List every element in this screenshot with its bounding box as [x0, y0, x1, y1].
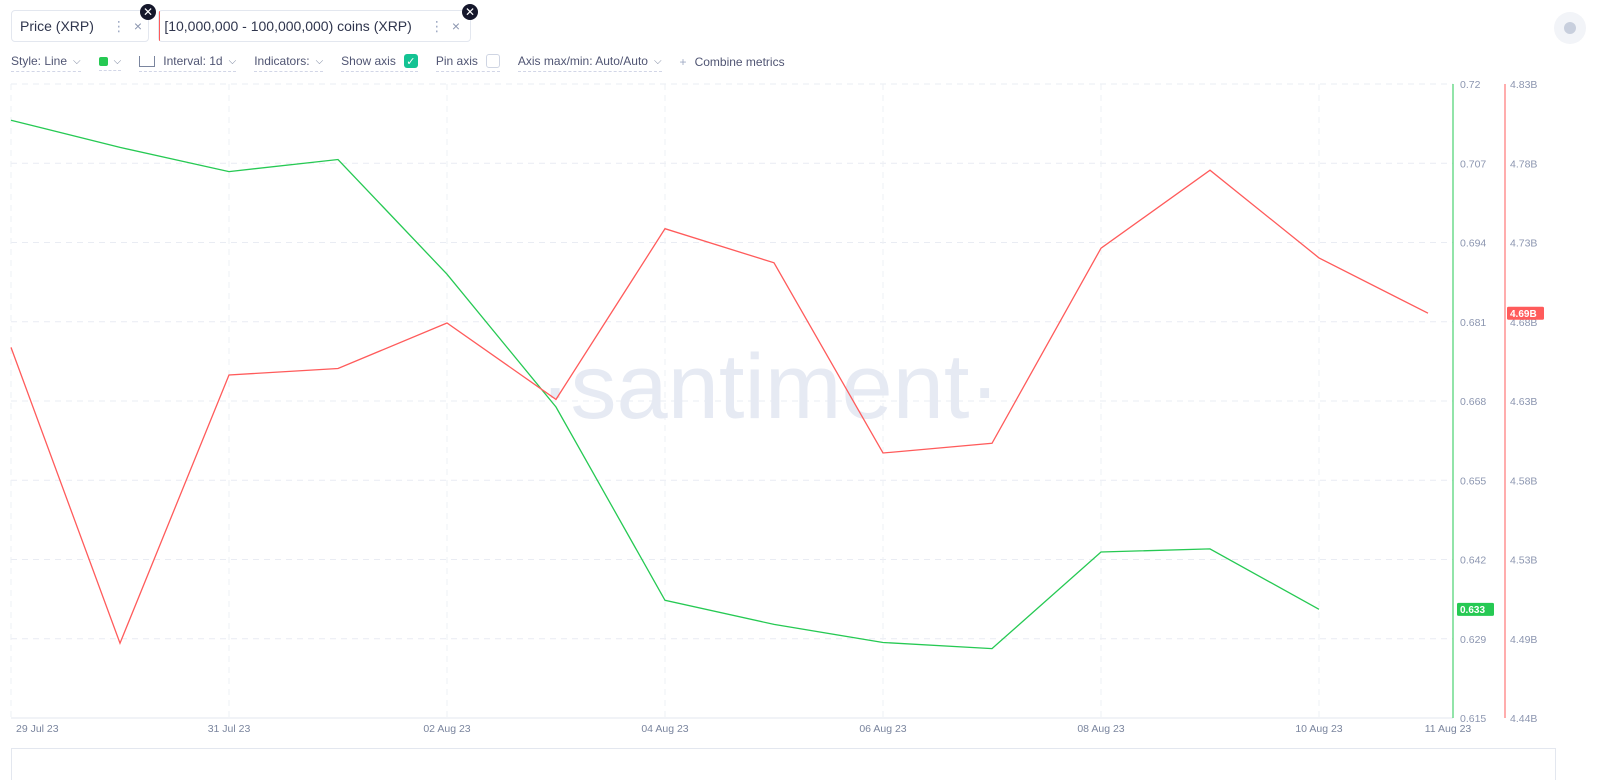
price-axis-tick-label: 0.681 — [1460, 317, 1486, 329]
chevron-down-icon: ⌵ — [113, 55, 122, 67]
price-axis-tick-label: 0.694 — [1460, 238, 1486, 250]
price-axis-tick-label: 0.655 — [1460, 475, 1486, 487]
price-axis-tick-label: 0.642 — [1460, 555, 1486, 567]
pin-axis-label: Pin axis — [435, 54, 478, 68]
indicators-label: Indicators: — [254, 54, 310, 68]
price-axis-tick-label: 0.707 — [1460, 158, 1486, 170]
holders-series-line — [10, 169, 1429, 645]
x-axis-tick-label: 08 Aug 23 — [1077, 723, 1124, 735]
combine-metrics-label: Combine metrics — [694, 54, 785, 69]
last-value-label: 0.633 — [1460, 605, 1485, 616]
color-picker[interactable]: ⌵ — [98, 55, 122, 71]
price-series-line — [10, 119, 1320, 650]
watermark-text: ·santiment· — [540, 336, 1000, 438]
holders-axis-tick-label: 4.63B — [1510, 396, 1537, 408]
x-axis-tick-label: 06 Aug 23 — [859, 723, 906, 735]
plus-icon: + — [679, 54, 687, 69]
price-axis-tick-label: 0.72 — [1460, 79, 1481, 91]
metric-tab-holders[interactable]: [10,000,000 - 100,000,000) coins (XRP) ⋮… — [158, 4, 478, 42]
chevron-down-icon: ⌵ — [315, 55, 324, 67]
metric-tab-price[interactable]: Price (XRP) ⋮ × ✕ — [11, 4, 156, 42]
price-holders-line-chart[interactable]: ·santiment· 0.72 0.707 0.694 0.681 0.668 0.65… — [0, 78, 1600, 748]
chevron-down-icon: ⌵ — [653, 55, 662, 67]
show-axis-toggle[interactable]: Show axis ✓ — [341, 54, 418, 72]
chart-toolbar: Style: Line ⌵ ⌵ Interval: 1d ⌵ Indicator… — [11, 52, 803, 74]
last-value-label: 4.69B — [1510, 309, 1537, 320]
indicators-dropdown[interactable]: Indicators: ⌵ — [254, 54, 324, 72]
checkbox-checked-icon[interactable]: ✓ — [403, 54, 418, 68]
x-axis-tick-label: 29 Jul 23 — [16, 723, 59, 735]
color-swatch — [98, 56, 108, 66]
metric-tab-label: Price (XRP) — [20, 18, 94, 34]
price-last-value-badge — [1457, 602, 1494, 616]
remove-metric-icon[interactable]: × — [133, 18, 143, 34]
show-axis-label: Show axis — [341, 54, 396, 68]
interval-icon — [139, 55, 156, 67]
axis-minmax-label: Axis max/min: Auto/Auto — [517, 54, 648, 68]
style-dropdown[interactable]: Style: Line ⌵ — [11, 54, 81, 72]
chart-series — [10, 119, 1429, 650]
checkbox-unchecked-icon[interactable] — [485, 54, 500, 68]
holders-axis-tick-label: 4.53B — [1510, 555, 1537, 567]
x-axis-tick-label: 02 Aug 23 — [423, 723, 470, 735]
time-range-navigator[interactable] — [11, 748, 1556, 780]
more-options-icon[interactable]: ⋮ — [111, 17, 126, 34]
price-axis-tick-label: 0.615 — [1460, 713, 1486, 725]
price-axis-tick-label: 0.629 — [1460, 634, 1486, 646]
price-axis-tick-label: 0.668 — [1460, 396, 1486, 408]
holders-axis-tick-label: 4.44B — [1510, 713, 1537, 725]
x-axis-tick-label: 10 Aug 23 — [1295, 723, 1342, 735]
close-icon[interactable]: ✕ — [140, 4, 156, 20]
pin-axis-toggle[interactable]: Pin axis — [435, 54, 500, 72]
chart-grid — [10, 83, 1453, 719]
holders-axis-tick-label: 4.58B — [1510, 475, 1537, 487]
chevron-down-icon: ⌵ — [228, 55, 237, 67]
axis-minmax-dropdown[interactable]: Axis max/min: Auto/Auto ⌵ — [517, 54, 662, 72]
close-icon[interactable]: ✕ — [462, 4, 478, 20]
holders-axis-tick-label: 4.83B — [1510, 79, 1537, 91]
interval-dropdown[interactable]: Interval: 1d ⌵ — [139, 54, 237, 72]
interval-label: Interval: 1d — [163, 54, 223, 68]
x-axis-tick-label: 31 Jul 23 — [208, 723, 251, 735]
settings-toggle-icon[interactable] — [1554, 12, 1586, 44]
holders-axis-tick-label: 4.68B — [1510, 317, 1537, 329]
chevron-down-icon: ⌵ — [73, 55, 81, 67]
x-axis-tick-label: 11 Aug 23 — [1425, 723, 1472, 735]
holders-last-value-badge — [1507, 306, 1544, 320]
more-options-icon[interactable]: ⋮ — [429, 17, 444, 34]
holders-axis-tick-label: 4.73B — [1510, 238, 1537, 250]
holders-axis-tick-label: 4.78B — [1510, 158, 1537, 170]
remove-metric-icon[interactable]: × — [451, 18, 460, 34]
chart-axes: 0.72 0.707 0.694 0.681 0.668 0.655 0.642 0.629 0… — [16, 79, 1544, 735]
metric-tab-label: [10,000,000 - 100,000,000) coins (XRP) — [164, 18, 412, 34]
metric-color-bar — [159, 11, 161, 41]
holders-axis-tick-label: 4.49B — [1510, 634, 1537, 646]
combine-metrics-button[interactable]: + Combine metrics — [680, 55, 785, 72]
x-axis-tick-label: 04 Aug 23 — [641, 723, 688, 735]
style-label: Style: Line — [11, 54, 68, 68]
